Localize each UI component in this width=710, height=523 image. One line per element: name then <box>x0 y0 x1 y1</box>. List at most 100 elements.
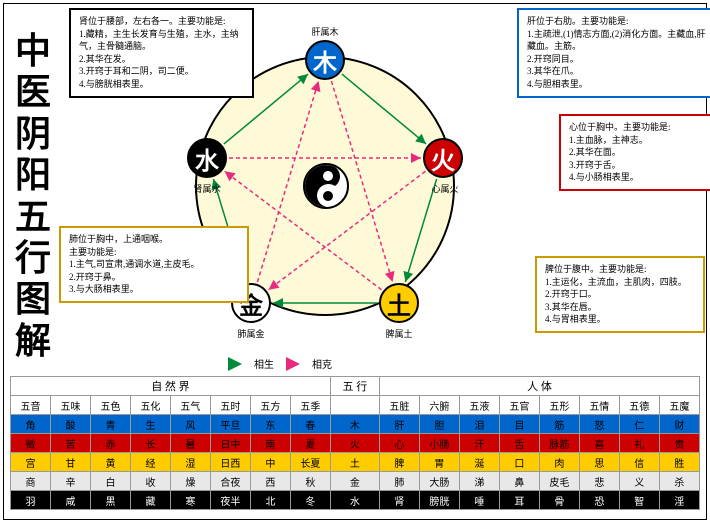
cell: 青 <box>90 415 130 434</box>
cell: 羽 <box>11 491 51 510</box>
cell: 仁 <box>619 415 659 434</box>
col-header: 六腑 <box>419 396 459 415</box>
cell: 肺 <box>379 472 419 491</box>
node-earth: 土 <box>379 283 419 323</box>
cell: 夜半 <box>210 491 250 510</box>
cell: 中 <box>250 453 290 472</box>
cell: 礼 <box>619 434 659 453</box>
node-label-water: 肾属水 <box>187 182 227 195</box>
cell: 涎 <box>459 453 499 472</box>
ke-icon <box>286 357 300 371</box>
cell: 平旦 <box>210 415 250 434</box>
col-header: 五脏 <box>379 396 419 415</box>
node-label-metal: 肺属金 <box>231 327 271 340</box>
cell: 长夏 <box>290 453 330 472</box>
note-wood: 肝位于右肋。主要功能是:1.主疏泄,(1)情志方面,(2)消化方面。主藏血,肝藏… <box>517 8 710 98</box>
node-label-wood: 肝属木 <box>305 25 345 38</box>
cell: 皮毛 <box>539 472 579 491</box>
legend-sheng: 相生 <box>254 356 274 371</box>
cell: 心 <box>379 434 419 453</box>
col-header: 五季 <box>290 396 330 415</box>
cell: 夏 <box>290 434 330 453</box>
col-header: 五时 <box>210 396 250 415</box>
table-row: 商辛白收燥合夜西秋金肺大肠涕鼻皮毛悲义杀 <box>11 472 700 491</box>
cell: 黄 <box>90 453 130 472</box>
cell: 筋 <box>539 415 579 434</box>
col-header: 五形 <box>539 396 579 415</box>
cell: 藏 <box>130 491 170 510</box>
cell: 赤 <box>90 434 130 453</box>
cell: 肉 <box>539 453 579 472</box>
cell: 膀胱 <box>419 491 459 510</box>
cell: 骨 <box>539 491 579 510</box>
cell: 苦 <box>50 434 90 453</box>
node-fire: 火 <box>423 138 463 178</box>
cell: 宫 <box>11 453 51 472</box>
note-earth: 脾位于腹中。主要功能是:1.主运化，主流血，主肌肉，四肢。2.开窍于口。3.其华… <box>535 256 705 333</box>
cell: 贵 <box>659 434 699 453</box>
cell: 肝 <box>379 415 419 434</box>
page-title: 中医阴阳五行图解 <box>15 30 51 361</box>
node-water: 水 <box>187 138 227 178</box>
cell: 涕 <box>459 472 499 491</box>
col-header: 五魔 <box>659 396 699 415</box>
note-fire: 心位于胸中。主要功能是:1.主血脉，主神志。2.其华在面。3.开窍于舌。4.与小… <box>559 114 710 191</box>
col-header: 五官 <box>499 396 539 415</box>
table-row: 宫甘黄经湿日西中长夏土脾胃涎口肉思信胜 <box>11 453 700 472</box>
cell: 胜 <box>659 453 699 472</box>
cell: 东 <box>250 415 290 434</box>
cell: 辛 <box>50 472 90 491</box>
col-header: 五色 <box>90 396 130 415</box>
cell: 北 <box>250 491 290 510</box>
cell: 淫 <box>659 491 699 510</box>
cell: 生 <box>130 415 170 434</box>
cell: 甘 <box>50 453 90 472</box>
col-header: 五方 <box>250 396 290 415</box>
cell: 目 <box>499 415 539 434</box>
cell: 水 <box>330 491 379 510</box>
cell: 义 <box>619 472 659 491</box>
cell: 冬 <box>290 491 330 510</box>
col-header: 五液 <box>459 396 499 415</box>
cell: 春 <box>290 415 330 434</box>
cell: 杀 <box>659 472 699 491</box>
cell: 商 <box>11 472 51 491</box>
cell: 日西 <box>210 453 250 472</box>
cell: 信 <box>619 453 659 472</box>
node-wood: 木 <box>305 40 345 80</box>
cell: 脾 <box>379 453 419 472</box>
cell: 肾 <box>379 491 419 510</box>
wuxing-table: 自 然 界五 行人 体 五音五味五色五化五气五时五方五季五脏六腑五液五官五形五情… <box>10 376 700 510</box>
col-header <box>330 396 379 415</box>
node-label-fire: 心属火 <box>425 182 465 195</box>
cell: 舌 <box>499 434 539 453</box>
cell: 咸 <box>50 491 90 510</box>
group-header: 自 然 界 <box>11 377 331 396</box>
cell: 口 <box>499 453 539 472</box>
cell: 脉筋 <box>539 434 579 453</box>
cell: 思 <box>579 453 619 472</box>
cell: 悲 <box>579 472 619 491</box>
cell: 角 <box>11 415 51 434</box>
cell: 合夜 <box>210 472 250 491</box>
cell: 大肠 <box>419 472 459 491</box>
cell: 收 <box>130 472 170 491</box>
cell: 黑 <box>90 491 130 510</box>
cell: 胆 <box>419 415 459 434</box>
note-water: 肾位于腰部，左右各一。主要功能是:1.藏精，主生长发育与生殖，主水，主纳气，主骨… <box>69 8 254 98</box>
cell: 木 <box>330 415 379 434</box>
cell: 怒 <box>579 415 619 434</box>
cell: 燥 <box>170 472 210 491</box>
cell: 西 <box>250 472 290 491</box>
cell: 鼻 <box>499 472 539 491</box>
col-header: 五气 <box>170 396 210 415</box>
cell: 白 <box>90 472 130 491</box>
cell: 智 <box>619 491 659 510</box>
cell: 湿 <box>170 453 210 472</box>
cell: 寒 <box>170 491 210 510</box>
cell: 日中 <box>210 434 250 453</box>
cell: 秋 <box>290 472 330 491</box>
col-header: 五化 <box>130 396 170 415</box>
cell: 徵 <box>11 434 51 453</box>
group-header: 五 行 <box>330 377 379 396</box>
